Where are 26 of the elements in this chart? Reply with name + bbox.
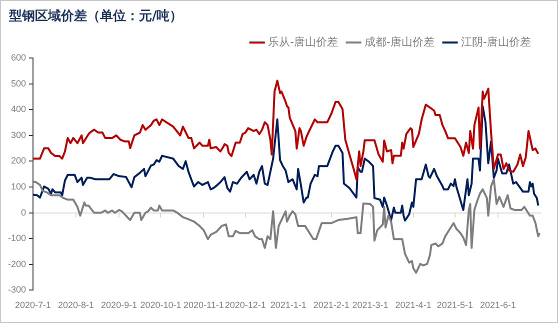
x-tick-label: 2021-5-1	[436, 300, 473, 310]
chart-title: 型钢区域价差（单位：元/吨）	[9, 8, 183, 25]
x-tick-label: 2021-1-1	[270, 300, 306, 310]
x-tick-label: 2020-9-1	[101, 300, 138, 310]
legend-label: 乐从-唐山价差	[268, 35, 338, 48]
y-tick-label: 0	[21, 207, 26, 218]
x-tick-label: 2021-6-1	[480, 300, 516, 310]
y-tick-label: 200	[10, 156, 26, 166]
y-tick-label: 600	[10, 52, 26, 62]
y-tick-label: -200	[8, 258, 26, 269]
y-tick-label: -300	[8, 284, 26, 295]
x-tick-label: 2021-3-1	[352, 300, 388, 310]
x-tick-label: 2020-12-1	[224, 300, 266, 310]
x-tick-label: 2020-7-1	[15, 300, 52, 310]
legend-label: 江阴-唐山价差	[461, 35, 532, 48]
y-tick-label: 400	[10, 104, 26, 114]
x-tick-label: 2020-11-1	[184, 300, 224, 310]
x-tick-label: 2020-10-1	[140, 300, 182, 310]
y-tick-label: -100	[8, 233, 26, 244]
x-tick-label: 2020-8-1	[58, 300, 94, 310]
y-tick-label: 500	[10, 78, 26, 88]
y-tick-label: 300	[10, 130, 26, 140]
x-tick-label: 2021-2-1	[313, 300, 350, 310]
y-tick-label: 100	[10, 181, 26, 192]
legend-label: 成都-唐山价差	[364, 35, 435, 48]
x-tick-label: 2021-4-1	[395, 300, 432, 310]
